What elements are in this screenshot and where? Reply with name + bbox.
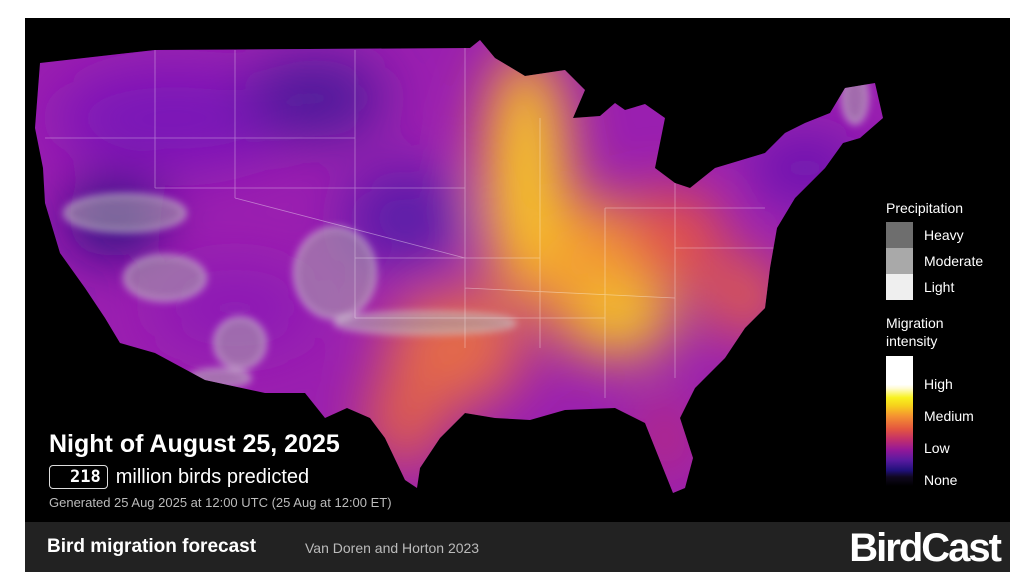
swatch-heavy (886, 222, 913, 248)
legend-heavy: Heavy (886, 222, 983, 248)
label-moderate: Moderate (924, 253, 984, 269)
label-heavy: Heavy (924, 227, 964, 243)
label-high: High (924, 376, 953, 392)
swatch-light (886, 274, 913, 300)
label-medium: Medium (924, 408, 974, 424)
birds-label: million birds predicted (115, 465, 310, 488)
legend: Precipitation Heavy Moderate Light Migra… (886, 200, 983, 488)
migration-color-ramp (886, 356, 913, 486)
night-title: Night of August 25, 2025 (49, 430, 340, 458)
map-panel: Night of August 25, 2025 218 million bir… (25, 18, 1010, 522)
migration-title: Migration intensity (886, 315, 944, 349)
label-none: None (924, 472, 958, 488)
generated-timestamp: Generated 25 Aug 2025 at 12:00 UTC (25 A… (49, 495, 392, 510)
birds-predicted: 218 million birds predicted (49, 465, 309, 489)
citation: Van Doren and Horton 2023 (305, 540, 480, 556)
migration-intensity-map (35, 40, 883, 493)
birds-count: 218 (49, 465, 108, 489)
birdcast-logo: BirdCast (849, 526, 1002, 570)
label-low: Low (924, 440, 950, 456)
swatch-moderate (886, 248, 913, 274)
label-light: Light (924, 279, 955, 295)
footer-bar: Bird migration forecast Van Doren and Ho… (25, 522, 1010, 572)
precipitation-title: Precipitation (886, 200, 964, 216)
legend-light: Light (886, 274, 983, 300)
legend-moderate: Moderate (886, 248, 983, 274)
footer-title: Bird migration forecast (47, 536, 257, 557)
